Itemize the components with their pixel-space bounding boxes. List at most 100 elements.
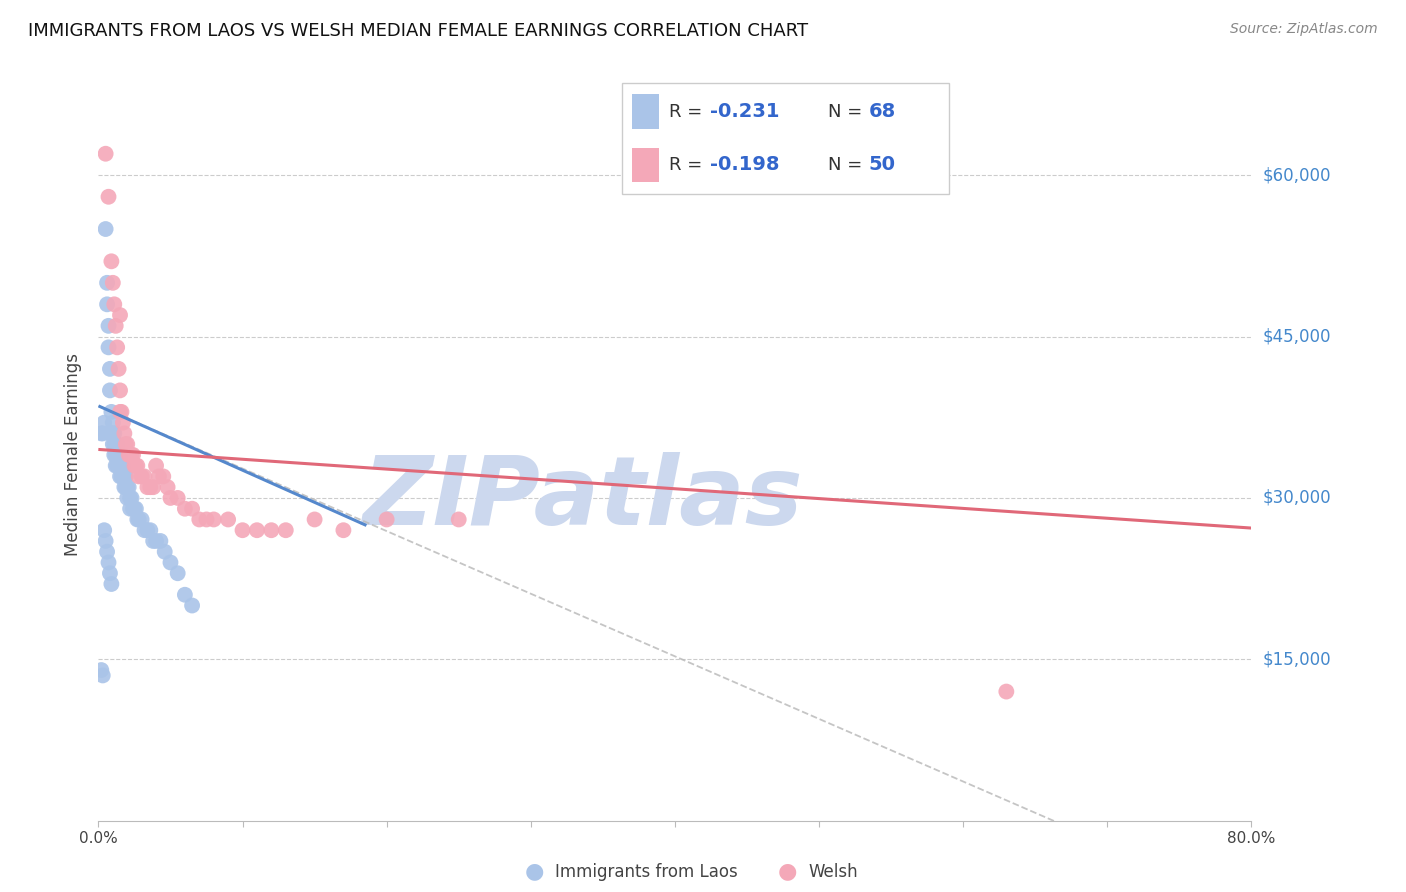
Point <box>152 469 174 483</box>
Point <box>103 437 125 451</box>
Point <box>166 491 188 505</box>
Point <box>107 458 129 473</box>
Point <box>97 190 120 204</box>
Point <box>97 340 120 354</box>
Point <box>100 405 122 419</box>
Point <box>104 448 127 462</box>
Point <box>995 684 1018 698</box>
Point <box>128 512 150 526</box>
Point <box>108 405 131 419</box>
Point <box>166 566 188 581</box>
Point <box>108 458 131 473</box>
Text: -0.231: -0.231 <box>710 102 779 121</box>
Point <box>104 458 127 473</box>
Y-axis label: Median Female Earnings: Median Female Earnings <box>65 353 83 557</box>
Point <box>103 448 125 462</box>
Point <box>127 512 149 526</box>
Point <box>114 469 136 483</box>
Point <box>105 458 128 473</box>
Point <box>107 448 129 462</box>
Point <box>121 491 143 505</box>
Point <box>93 523 115 537</box>
Text: N =: N = <box>828 103 868 120</box>
Point <box>120 491 142 505</box>
Point <box>134 523 156 537</box>
Point <box>375 512 398 526</box>
Point <box>114 437 136 451</box>
Point <box>112 426 135 441</box>
Point <box>108 448 131 462</box>
Point <box>103 426 125 441</box>
Point <box>103 297 125 311</box>
Text: ●: ● <box>778 862 797 881</box>
Point <box>98 566 121 581</box>
Point <box>136 480 159 494</box>
Point <box>118 448 141 462</box>
Point <box>94 146 117 161</box>
Text: R =: R = <box>669 156 709 174</box>
Point <box>98 384 121 398</box>
Text: $45,000: $45,000 <box>1263 327 1331 345</box>
Point <box>125 458 148 473</box>
Point <box>105 437 128 451</box>
Point <box>124 458 146 473</box>
Point <box>91 426 114 441</box>
Point <box>122 501 145 516</box>
Point <box>447 512 470 526</box>
Point <box>121 448 143 462</box>
Point <box>104 318 127 333</box>
Text: 50: 50 <box>869 155 896 175</box>
Point <box>94 222 117 236</box>
Point <box>145 533 167 548</box>
Point <box>127 458 149 473</box>
Point <box>112 469 135 483</box>
Point <box>125 501 148 516</box>
Point <box>217 512 239 526</box>
Point <box>174 501 197 516</box>
Point <box>111 469 134 483</box>
Point <box>90 663 112 677</box>
Text: IMMIGRANTS FROM LAOS VS WELSH MEDIAN FEMALE EARNINGS CORRELATION CHART: IMMIGRANTS FROM LAOS VS WELSH MEDIAN FEM… <box>28 22 808 40</box>
Point <box>149 533 172 548</box>
Point <box>117 491 138 505</box>
Point <box>139 480 162 494</box>
Point <box>96 297 118 311</box>
Point <box>188 512 211 526</box>
Point <box>142 480 165 494</box>
Text: Immigrants from Laos: Immigrants from Laos <box>555 863 738 881</box>
Point <box>93 416 115 430</box>
Point <box>101 437 124 451</box>
Point <box>122 448 145 462</box>
Point <box>156 480 179 494</box>
Text: Welsh: Welsh <box>808 863 858 881</box>
Point <box>110 458 132 473</box>
Point <box>114 480 136 494</box>
Point <box>231 523 254 537</box>
Point <box>98 362 121 376</box>
Point <box>96 545 118 559</box>
Point <box>304 512 326 526</box>
Point <box>260 523 283 537</box>
Point <box>174 588 197 602</box>
Point <box>202 512 225 526</box>
Point <box>124 501 146 516</box>
Point <box>159 556 181 570</box>
Text: $60,000: $60,000 <box>1263 166 1331 185</box>
Point <box>159 491 181 505</box>
Point <box>110 469 132 483</box>
Point <box>96 276 118 290</box>
Text: ZIPatlas: ZIPatlas <box>363 452 803 545</box>
Text: 68: 68 <box>869 102 896 121</box>
Point <box>134 469 156 483</box>
Point <box>91 668 114 682</box>
Point <box>120 501 142 516</box>
Point <box>94 533 117 548</box>
Point <box>108 308 131 322</box>
Point <box>274 523 297 537</box>
Point <box>131 469 153 483</box>
Point <box>100 254 122 268</box>
Point <box>90 426 112 441</box>
Point <box>136 523 159 537</box>
Point <box>145 458 167 473</box>
Point <box>246 523 269 537</box>
